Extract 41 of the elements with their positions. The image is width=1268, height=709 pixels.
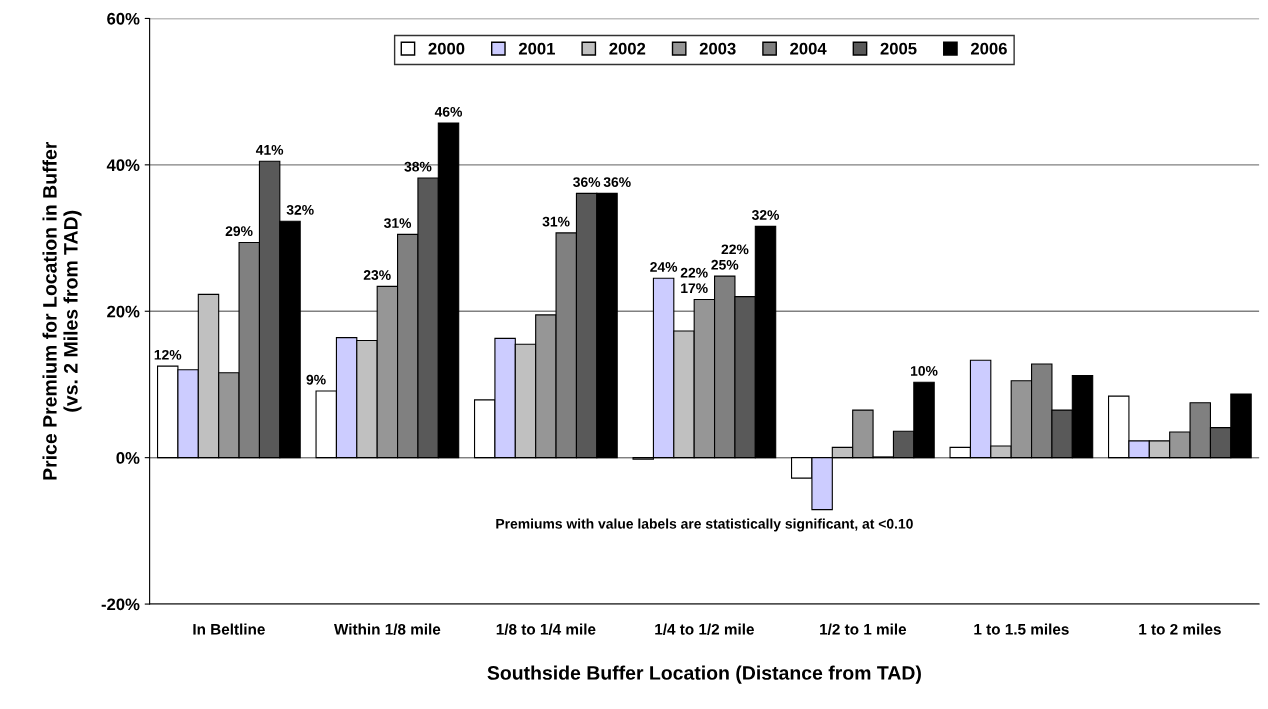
- data-label: 17%: [681, 283, 708, 294]
- data-label: 22%: [680, 267, 708, 278]
- data-label: 38%: [404, 161, 432, 172]
- data-label: 46%: [434, 106, 463, 117]
- legend-label: 2001: [518, 42, 555, 55]
- legend-label: 2004: [790, 42, 827, 55]
- data-label: 31%: [383, 218, 412, 228]
- y-tick-label: 60%: [107, 12, 140, 25]
- legend-label: 2005: [880, 42, 917, 55]
- data-label: 41%: [255, 144, 284, 155]
- x-tick-label: 1/2 to 1 mile: [820, 623, 907, 635]
- y-axis-title: Price Premium for Location in Buffer (vs. 2 Miles from TAD): [42, 141, 82, 480]
- data-label: 12%: [154, 349, 182, 360]
- data-label: 29%: [225, 226, 253, 237]
- data-label: 36%: [573, 177, 601, 188]
- y-tick-label: -20%: [101, 598, 140, 611]
- x-tick-label: In Beltline: [193, 623, 265, 635]
- x-tick-label: 1 to 1.5 miles: [974, 623, 1069, 635]
- x-tick-label: 1 to 2 miles: [1139, 623, 1221, 635]
- legend-label: 2002: [609, 42, 646, 55]
- y-tick-label: 20%: [107, 305, 140, 318]
- y-tick-label: 40%: [106, 159, 140, 172]
- x-tick-label: 1/4 to 1/2 mile: [655, 623, 754, 635]
- data-label: 32%: [286, 204, 314, 215]
- legend-label: 2006: [970, 42, 1007, 55]
- data-label: 10%: [910, 366, 938, 376]
- data-label: 22%: [721, 244, 749, 255]
- data-label: 31%: [542, 216, 570, 227]
- data-label: 24%: [650, 262, 678, 272]
- y-tick-label: 0%: [116, 452, 140, 464]
- x-axis-title: Southside Buffer Location (Distance from TAD): [487, 665, 921, 684]
- x-tick-label: 1/8 to 1/4 mile: [496, 623, 596, 635]
- data-label: 25%: [711, 259, 739, 270]
- data-label: 9%: [306, 374, 326, 385]
- data-label: 36%: [603, 177, 631, 188]
- x-tick-label: Within 1/8 mile: [333, 623, 441, 635]
- data-label: 32%: [751, 210, 780, 220]
- data-label: 23%: [363, 270, 391, 280]
- legend-label: 2003: [699, 42, 736, 55]
- annotation: Premiums with value labels are statistically significant, at <0.10: [496, 518, 913, 532]
- legend-label: 2000: [428, 42, 465, 55]
